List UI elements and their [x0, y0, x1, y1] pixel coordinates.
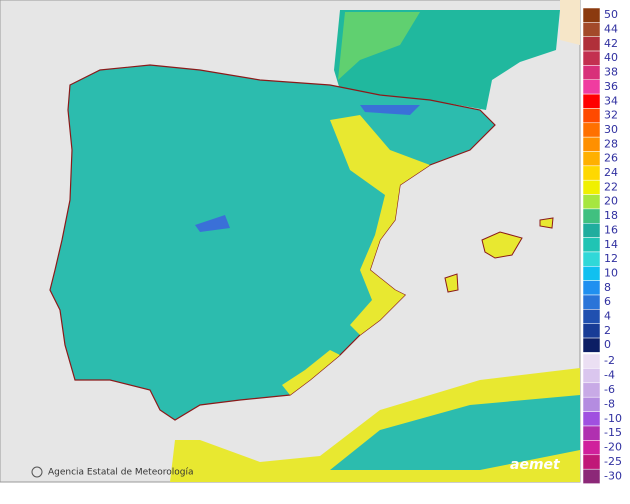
- legend-swatch: [582, 396, 601, 412]
- legend-swatch: [582, 36, 601, 52]
- legend-label: 16: [604, 223, 618, 236]
- legend-label: 44: [604, 23, 618, 36]
- legend-label: 36: [604, 80, 618, 93]
- coast-warm: [330, 115, 430, 335]
- legend-label: -8: [604, 397, 615, 410]
- legend-label: -10: [604, 412, 622, 425]
- legend-label: 30: [604, 123, 618, 136]
- legend-swatch: [582, 368, 601, 384]
- ibiza: [444, 273, 459, 293]
- menorca: [539, 217, 554, 229]
- legend-swatch: [582, 323, 601, 339]
- france-west: [338, 12, 420, 80]
- legend-swatch: [582, 294, 601, 310]
- legend-swatch: [582, 237, 601, 253]
- legend-label: -15: [604, 426, 622, 439]
- mallorca: [481, 231, 523, 259]
- legend-swatch: [582, 165, 601, 181]
- legend: 5044424038363432302826242220181614121086…: [582, 7, 622, 484]
- legend-label: 40: [604, 51, 618, 64]
- legend-label: 42: [604, 37, 618, 50]
- legend-swatch: [582, 22, 601, 37]
- legend-label: -6: [604, 383, 615, 396]
- legend-swatch: [582, 425, 601, 441]
- legend-swatch: [582, 151, 601, 167]
- legend-label: 2: [604, 324, 611, 337]
- legend-label: 34: [604, 94, 618, 107]
- legend-label: 18: [604, 209, 618, 222]
- legend-swatch: [582, 468, 601, 484]
- legend-label: -30: [604, 469, 622, 482]
- legend-swatch: [582, 266, 601, 281]
- legend-label: -20: [604, 441, 622, 454]
- logo: aemet: [510, 457, 561, 473]
- legend-label: 32: [604, 109, 618, 122]
- agency-name: Agencia Estatal de Meteorología: [48, 468, 194, 478]
- legend-swatch: [582, 79, 601, 95]
- legend-swatch: [582, 454, 601, 470]
- legend-swatch: [582, 93, 601, 109]
- legend-label: 14: [604, 238, 618, 251]
- legend-swatch: [582, 122, 601, 138]
- legend-label: 50: [604, 8, 618, 21]
- legend-swatch: [582, 382, 601, 398]
- legend-swatch: [582, 353, 601, 369]
- legend-swatch: [582, 7, 601, 23]
- legend-swatch: [582, 108, 601, 124]
- legend-label: 4: [604, 310, 611, 323]
- beige-area: [560, 0, 580, 45]
- central-range: [195, 215, 230, 232]
- legend-swatch: [582, 251, 601, 267]
- pyrenees: [360, 105, 420, 115]
- legend-label: 24: [604, 166, 618, 179]
- legend-swatch: [582, 223, 601, 238]
- legend-label: 38: [604, 66, 618, 79]
- legend-swatch: [582, 208, 601, 224]
- legend-label: -4: [604, 369, 615, 382]
- legend-label: -25: [604, 455, 622, 468]
- legend-swatch: [582, 337, 601, 353]
- legend-label: 28: [604, 137, 618, 150]
- legend-swatch: [582, 440, 601, 456]
- legend-label: -2: [604, 354, 615, 367]
- legend-swatch: [582, 179, 601, 195]
- legend-swatch: [582, 50, 601, 66]
- legend-label: 8: [604, 281, 611, 294]
- coast-south: [282, 350, 340, 395]
- legend-label: 6: [604, 295, 611, 308]
- legend-label: 22: [604, 180, 618, 193]
- legend-label: 0: [604, 338, 611, 351]
- legend-label: 10: [604, 266, 618, 279]
- legend-swatch: [582, 65, 601, 81]
- legend-swatch: [582, 411, 601, 427]
- legend-label: 12: [604, 252, 618, 265]
- legend-swatch: [582, 280, 601, 296]
- legend-swatch: [582, 136, 601, 152]
- legend-label: 26: [604, 152, 618, 165]
- legend-swatch: [582, 309, 601, 324]
- legend-label: 20: [604, 195, 618, 208]
- legend-swatch: [582, 194, 601, 210]
- copyright-icon: [31, 466, 43, 478]
- atlas: [330, 395, 580, 470]
